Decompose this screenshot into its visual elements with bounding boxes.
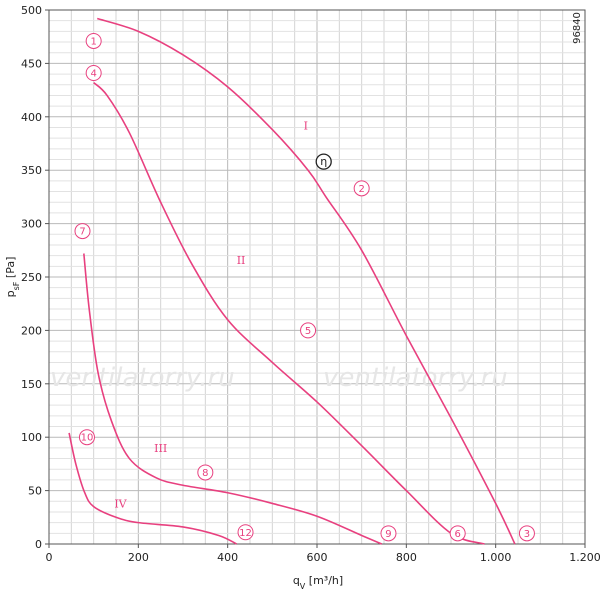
x-tick-label: 1.200 xyxy=(569,551,600,564)
x-tick-labels: 0 200 400 600 800 1.000 1.200 xyxy=(46,544,600,564)
marker-label: 2 xyxy=(358,184,364,195)
y-tick-label: 250 xyxy=(21,271,42,284)
curve-label-IV: IV xyxy=(114,497,127,510)
marker-10: 10 xyxy=(78,429,95,446)
curve-label-II: II xyxy=(237,254,246,267)
marker-4: 4 xyxy=(85,65,102,82)
marker-circle xyxy=(518,525,535,542)
marker-label: 6 xyxy=(455,529,461,540)
y-tick-label: 150 xyxy=(21,378,42,391)
marker-label: 1 xyxy=(90,36,96,47)
curve-II xyxy=(93,82,485,545)
marker-circle xyxy=(78,429,95,446)
marker-circle xyxy=(300,322,317,339)
curve-IV xyxy=(68,432,237,545)
marker-3: 3 xyxy=(518,525,535,542)
marker-label: 9 xyxy=(385,529,391,540)
marker-η: η xyxy=(315,153,332,170)
marker-2: 2 xyxy=(353,180,370,197)
y-tick-label: 400 xyxy=(21,111,42,124)
marker-label: 3 xyxy=(524,529,530,540)
curve-I xyxy=(97,17,516,545)
performance-curves xyxy=(68,17,516,545)
marker-label: η xyxy=(320,155,327,168)
marker-circle xyxy=(197,464,214,481)
marker-7: 7 xyxy=(74,223,91,240)
marker-circle xyxy=(74,223,91,240)
marker-label: 10 xyxy=(81,433,94,444)
x-tick-label: 600 xyxy=(307,551,328,564)
marker-8: 8 xyxy=(197,464,214,481)
marker-label: 12 xyxy=(239,528,252,539)
x-tick-label: 400 xyxy=(217,551,238,564)
marker-circle xyxy=(353,180,370,197)
marker-circle xyxy=(315,153,332,170)
marker-circle xyxy=(237,524,254,541)
x-axis-title: qV [m³/h] xyxy=(293,574,343,591)
y-tick-label: 450 xyxy=(21,57,42,70)
x-tick-label: 800 xyxy=(396,551,417,564)
watermark-text: ventilatorry.ru xyxy=(50,363,235,393)
x-tick-label: 200 xyxy=(128,551,149,564)
watermark-text: ventilatorry.ru xyxy=(323,363,508,393)
y-tick-labels: 0 50 100 150 200 250 300 350 400 450 500 xyxy=(21,4,49,551)
marker-label: 7 xyxy=(79,227,85,238)
y-tick-label: 300 xyxy=(21,218,42,231)
marker-label: 5 xyxy=(305,326,311,337)
marker-circle xyxy=(449,525,466,542)
marker-6: 6 xyxy=(449,525,466,542)
figure-id: 96840 xyxy=(572,12,583,44)
y-tick-label: 350 xyxy=(21,164,42,177)
watermarks: ventilatorry.ru ventilatorry.ru xyxy=(50,363,508,393)
marker-9: 9 xyxy=(380,525,397,542)
y-tick-label: 500 xyxy=(21,4,42,17)
marker-label: 4 xyxy=(90,69,96,80)
marker-1: 1 xyxy=(85,32,102,49)
marker-circle xyxy=(85,32,102,49)
curve-label-I: I xyxy=(304,119,308,132)
grid-lines xyxy=(48,9,586,545)
x-tick-label: 0 xyxy=(46,551,53,564)
marker-circle xyxy=(85,65,102,82)
y-axis-title: psF [Pa] xyxy=(4,257,21,298)
marker-5: 5 xyxy=(300,322,317,339)
curve-III xyxy=(83,253,383,545)
marker-circle xyxy=(380,525,397,542)
y-tick-label: 100 xyxy=(21,431,42,444)
y-tick-label: 0 xyxy=(35,538,42,551)
marker-12: 12 xyxy=(237,524,254,541)
y-tick-label: 50 xyxy=(28,485,42,498)
x-tick-label: 1.000 xyxy=(480,551,512,564)
marker-label: 8 xyxy=(202,468,208,479)
y-tick-label: 200 xyxy=(21,324,42,337)
curve-label-III: III xyxy=(154,442,167,455)
